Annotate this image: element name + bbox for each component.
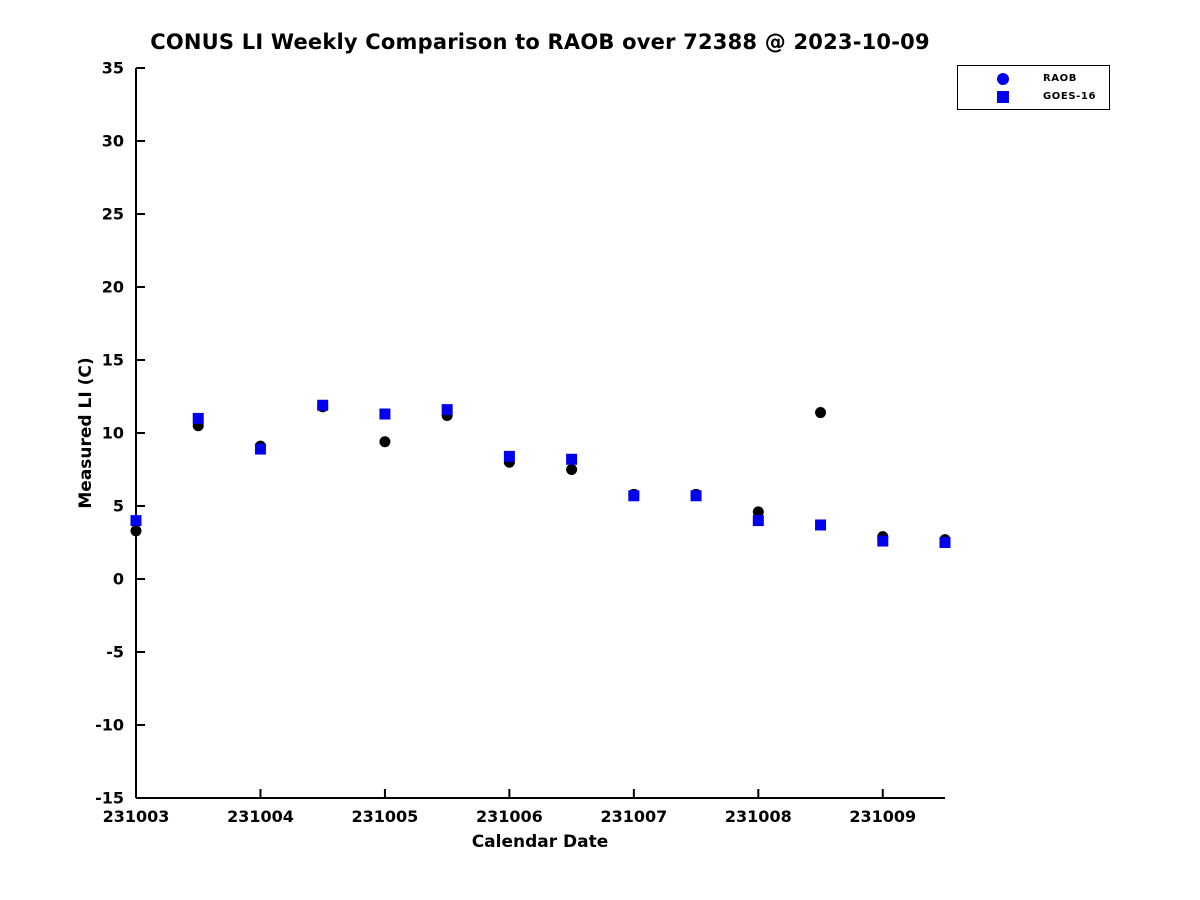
- x-tick-label: 231008: [725, 807, 792, 826]
- data-point-goes16: [877, 535, 889, 547]
- y-tick-label: 0: [113, 570, 124, 589]
- y-tick-label: -10: [95, 716, 124, 735]
- data-point-raob: [566, 464, 578, 475]
- y-tick-label: 35: [102, 59, 124, 78]
- data-point-goes16: [628, 490, 640, 502]
- data-point-goes16: [130, 515, 142, 527]
- y-tick-label: 10: [102, 424, 124, 443]
- chart-title: CONUS LI Weekly Comparison to RAOB over …: [150, 30, 930, 54]
- data-point-goes16: [939, 537, 951, 548]
- legend: RAOB GOES-16: [957, 65, 1110, 110]
- data-point-goes16: [503, 450, 515, 462]
- y-tick-label: -5: [106, 643, 124, 662]
- data-point-raob: [752, 506, 764, 518]
- data-point-goes16: [254, 443, 266, 455]
- x-tick-label: 231009: [849, 807, 916, 826]
- data-point-goes16: [566, 453, 578, 465]
- y-tick-label: 25: [102, 205, 124, 224]
- x-tick-label: 231004: [227, 807, 294, 826]
- data-point-raob: [130, 525, 142, 537]
- y-tick-label: 5: [113, 497, 124, 516]
- legend-label-goes16: GOES-16: [1043, 91, 1097, 102]
- data-point-goes16: [690, 490, 702, 502]
- y-tick-label: 30: [102, 132, 124, 151]
- x-tick-label: 231005: [352, 807, 419, 826]
- legend-entry-raob: RAOB: [997, 71, 1109, 86]
- legend-entry-goes16: GOES-16: [997, 89, 1109, 104]
- data-point-goes16: [815, 519, 827, 531]
- x-axis-label: Calendar Date: [471, 832, 609, 852]
- raob-circle-icon: [997, 72, 1009, 85]
- data-point-goes16: [441, 404, 453, 416]
- data-point-raob: [815, 407, 827, 419]
- data-point-goes16: [192, 412, 204, 424]
- y-tick-label: -15: [95, 789, 124, 808]
- x-tick-label: 231003: [103, 807, 170, 826]
- legend-label-raob: RAOB: [1043, 73, 1077, 84]
- goes16-square-icon: [997, 90, 1009, 103]
- x-tick-label: 231006: [476, 807, 543, 826]
- data-point-goes16: [317, 399, 329, 411]
- x-tick-label: 231007: [600, 807, 667, 826]
- data-point-raob: [379, 436, 391, 448]
- data-point-goes16: [379, 408, 391, 420]
- data-point-goes16: [752, 515, 764, 527]
- y-tick-label: 15: [102, 351, 124, 370]
- y-tick-label: 20: [102, 278, 124, 297]
